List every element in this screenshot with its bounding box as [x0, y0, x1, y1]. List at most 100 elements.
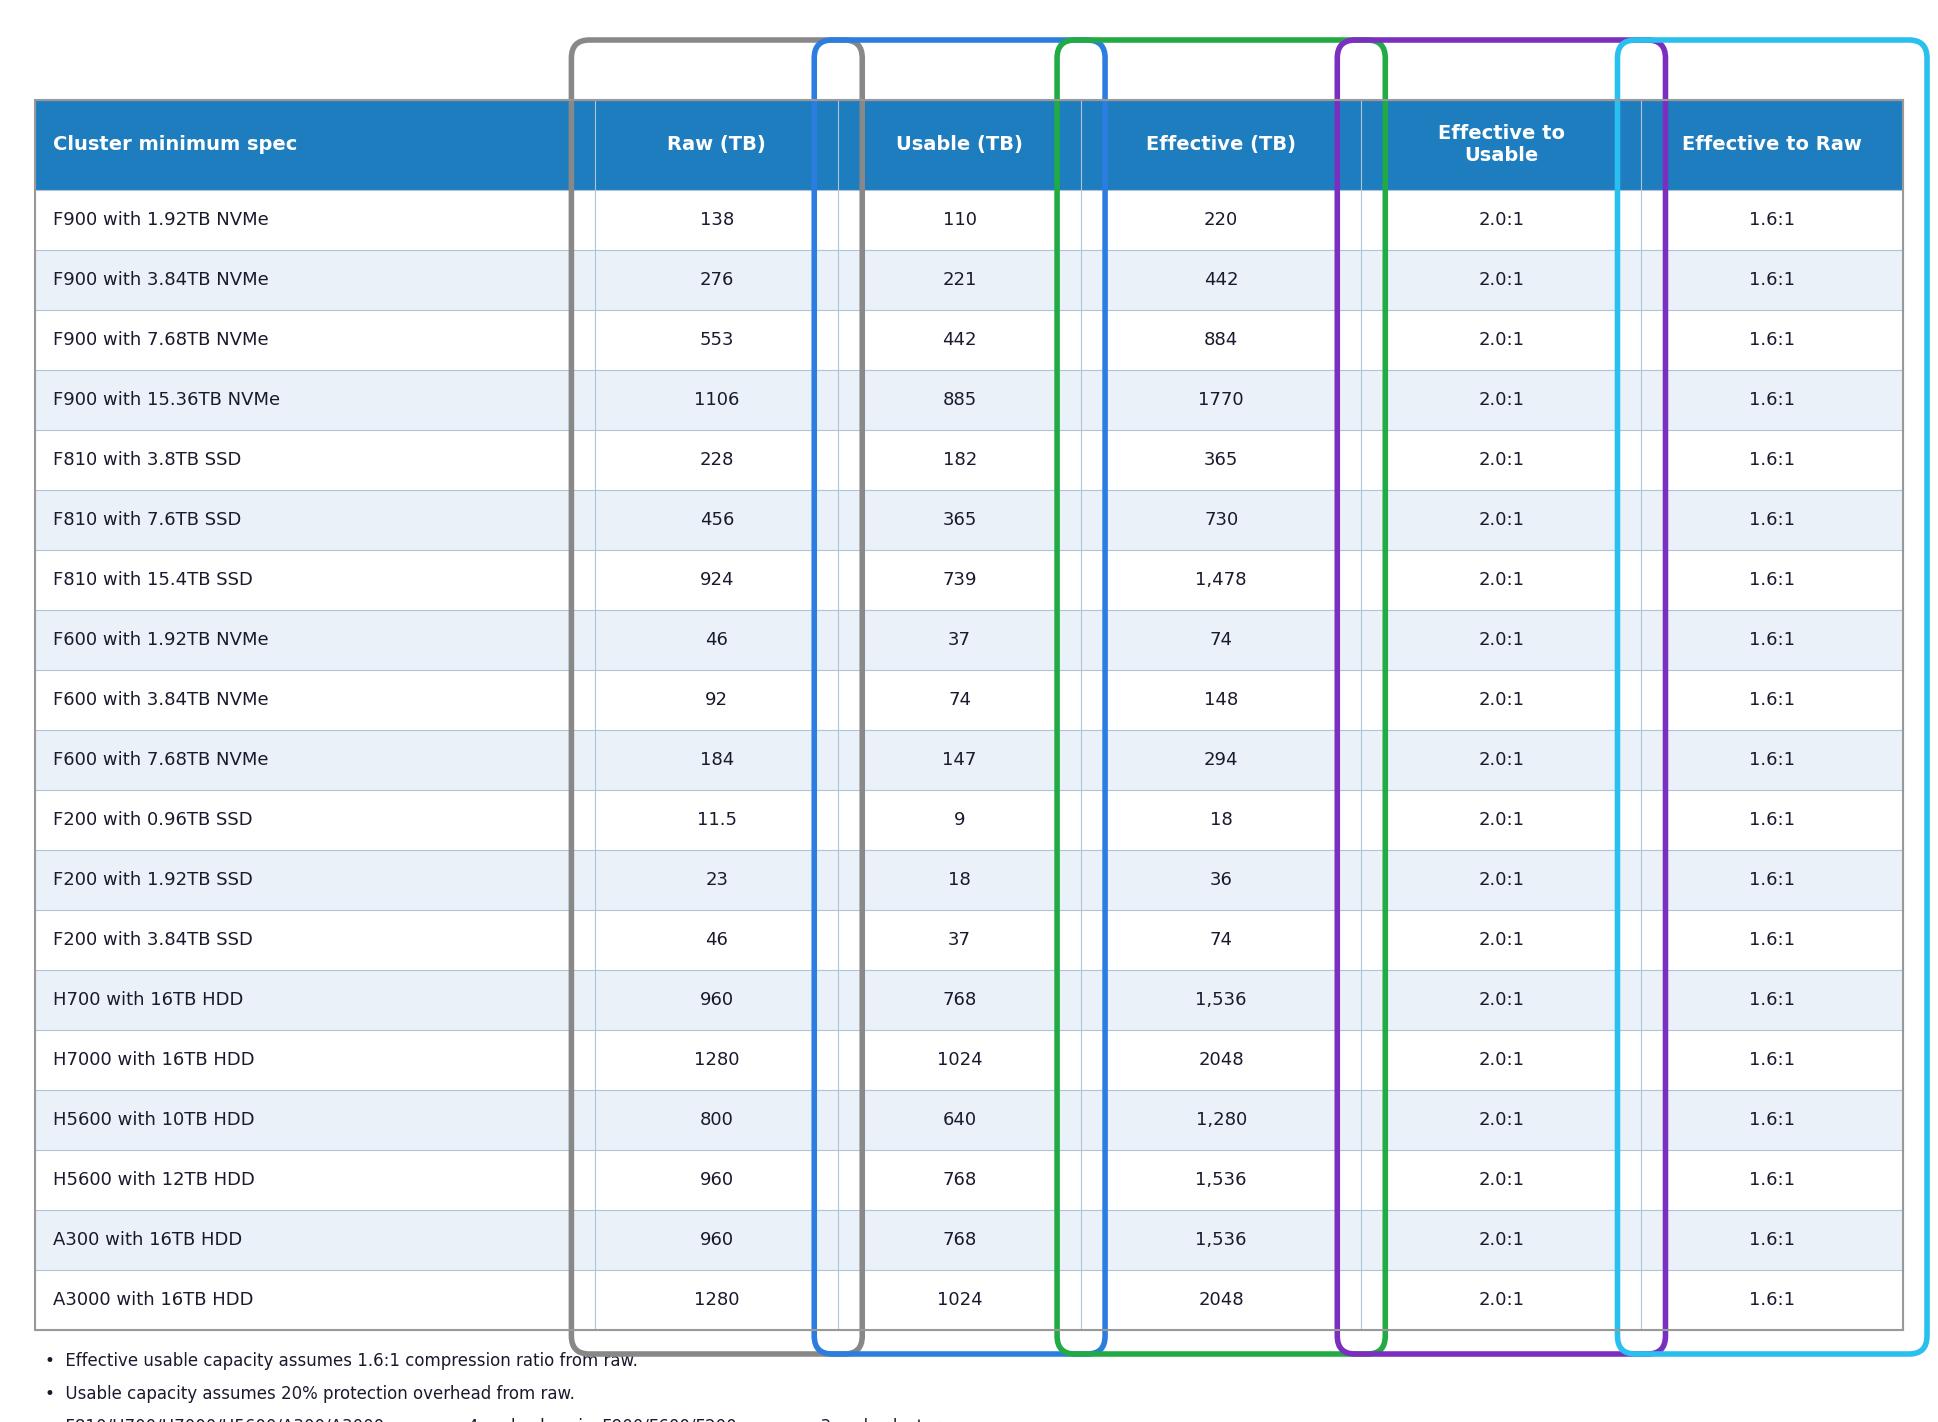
Text: 23: 23 [705, 872, 729, 889]
Text: 2.0:1: 2.0:1 [1479, 1111, 1525, 1129]
Text: 1.6:1: 1.6:1 [1750, 1170, 1795, 1189]
Text: 92: 92 [705, 691, 729, 710]
Text: 2.0:1: 2.0:1 [1479, 751, 1525, 769]
Text: 294: 294 [1203, 751, 1238, 769]
Text: F900 with 1.92TB NVMe: F900 with 1.92TB NVMe [52, 210, 269, 229]
Text: 1024: 1024 [936, 1291, 983, 1310]
Text: 2.0:1: 2.0:1 [1479, 1231, 1525, 1249]
Text: 228: 228 [700, 451, 735, 469]
Text: 18: 18 [948, 872, 971, 889]
Bar [35, 491, 1903, 550]
Text: 442: 442 [1203, 272, 1238, 289]
Text: 110: 110 [942, 210, 977, 229]
Text: 1.6:1: 1.6:1 [1750, 451, 1795, 469]
Text: Cluster minimum spec: Cluster minimum spec [52, 135, 297, 155]
Text: 18: 18 [1209, 811, 1233, 829]
Bar [35, 1091, 1903, 1150]
Text: 74: 74 [1209, 931, 1233, 948]
Text: 768: 768 [942, 1231, 977, 1249]
Text: Raw (TB): Raw (TB) [667, 135, 766, 155]
Text: 1280: 1280 [694, 1291, 740, 1310]
Bar [35, 1270, 1903, 1330]
Text: 442: 442 [942, 331, 977, 348]
Text: 2.0:1: 2.0:1 [1479, 872, 1525, 889]
Text: 924: 924 [700, 572, 735, 589]
Bar [35, 850, 1903, 910]
Text: 2.0:1: 2.0:1 [1479, 510, 1525, 529]
Text: 1.6:1: 1.6:1 [1750, 872, 1795, 889]
Text: H5600 with 10TB HDD: H5600 with 10TB HDD [52, 1111, 254, 1129]
Text: 456: 456 [700, 510, 735, 529]
Text: •  Usable capacity assumes 20% protection overhead from raw.: • Usable capacity assumes 20% protection… [45, 1385, 576, 1404]
Text: F600 with 1.92TB NVMe: F600 with 1.92TB NVMe [52, 631, 269, 648]
Bar [35, 1210, 1903, 1270]
Text: 1.6:1: 1.6:1 [1750, 1111, 1795, 1129]
Text: 885: 885 [942, 391, 977, 410]
Text: 365: 365 [1203, 451, 1238, 469]
Text: 1.6:1: 1.6:1 [1750, 631, 1795, 648]
Text: 1.6:1: 1.6:1 [1750, 572, 1795, 589]
Text: 1.6:1: 1.6:1 [1750, 1231, 1795, 1249]
Text: 640: 640 [942, 1111, 977, 1129]
Text: 768: 768 [942, 991, 977, 1010]
Bar [35, 310, 1903, 370]
Text: H5600 with 12TB HDD: H5600 with 12TB HDD [52, 1170, 256, 1189]
Text: 276: 276 [700, 272, 735, 289]
Bar [35, 550, 1903, 610]
Text: A3000 with 16TB HDD: A3000 with 16TB HDD [52, 1291, 254, 1310]
Text: F600 with 7.68TB NVMe: F600 with 7.68TB NVMe [52, 751, 269, 769]
Text: 11.5: 11.5 [698, 811, 736, 829]
Text: 2.0:1: 2.0:1 [1479, 931, 1525, 948]
Text: 365: 365 [942, 510, 977, 529]
Text: Effective to
Usable: Effective to Usable [1438, 125, 1564, 165]
Text: 1.6:1: 1.6:1 [1750, 751, 1795, 769]
Text: 960: 960 [700, 991, 735, 1010]
Text: 1024: 1024 [936, 1051, 983, 1069]
Bar [35, 970, 1903, 1030]
Text: H700 with 16TB HDD: H700 with 16TB HDD [52, 991, 244, 1010]
Text: 74: 74 [1209, 631, 1233, 648]
Text: 221: 221 [942, 272, 977, 289]
Bar [35, 100, 1903, 1330]
Text: 1,536: 1,536 [1196, 991, 1246, 1010]
Text: •  F810/H700/H7000/H5600/A300/A3000 assumes 4-node chassis, F900/F600/F200 assum: • F810/H700/H7000/H5600/A300/A3000 assum… [45, 1418, 940, 1422]
Text: 1,536: 1,536 [1196, 1170, 1246, 1189]
Text: 36: 36 [1209, 872, 1233, 889]
Bar [35, 910, 1903, 970]
Text: 1.6:1: 1.6:1 [1750, 272, 1795, 289]
Text: 2.0:1: 2.0:1 [1479, 1291, 1525, 1310]
Text: 1.6:1: 1.6:1 [1750, 991, 1795, 1010]
Text: 46: 46 [705, 931, 729, 948]
Text: F200 with 3.84TB SSD: F200 with 3.84TB SSD [52, 931, 252, 948]
Text: 1.6:1: 1.6:1 [1750, 391, 1795, 410]
Bar [35, 250, 1903, 310]
Text: 2.0:1: 2.0:1 [1479, 811, 1525, 829]
Text: F810 with 7.6TB SSD: F810 with 7.6TB SSD [52, 510, 242, 529]
Text: 9: 9 [953, 811, 965, 829]
Text: 2.0:1: 2.0:1 [1479, 572, 1525, 589]
Text: 2048: 2048 [1198, 1051, 1244, 1069]
Text: Usable (TB): Usable (TB) [895, 135, 1023, 155]
Text: 2.0:1: 2.0:1 [1479, 1051, 1525, 1069]
Text: F900 with 3.84TB NVMe: F900 with 3.84TB NVMe [52, 272, 269, 289]
Text: 1.6:1: 1.6:1 [1750, 691, 1795, 710]
Bar [35, 1150, 1903, 1210]
Text: 1.6:1: 1.6:1 [1750, 1291, 1795, 1310]
Text: 148: 148 [1203, 691, 1238, 710]
Text: F600 with 3.84TB NVMe: F600 with 3.84TB NVMe [52, 691, 269, 710]
Text: Effective (TB): Effective (TB) [1145, 135, 1297, 155]
Text: 138: 138 [700, 210, 735, 229]
Text: 1.6:1: 1.6:1 [1750, 210, 1795, 229]
Text: 800: 800 [700, 1111, 735, 1129]
Text: 2.0:1: 2.0:1 [1479, 1170, 1525, 1189]
Text: 1.6:1: 1.6:1 [1750, 1051, 1795, 1069]
Text: 220: 220 [1203, 210, 1238, 229]
Text: 730: 730 [1203, 510, 1238, 529]
Text: F810 with 3.8TB SSD: F810 with 3.8TB SSD [52, 451, 242, 469]
Bar [35, 670, 1903, 729]
Text: 1.6:1: 1.6:1 [1750, 811, 1795, 829]
Text: F810 with 15.4TB SSD: F810 with 15.4TB SSD [52, 572, 252, 589]
Bar [35, 1030, 1903, 1091]
Bar [35, 791, 1903, 850]
Text: 1,536: 1,536 [1196, 1231, 1246, 1249]
